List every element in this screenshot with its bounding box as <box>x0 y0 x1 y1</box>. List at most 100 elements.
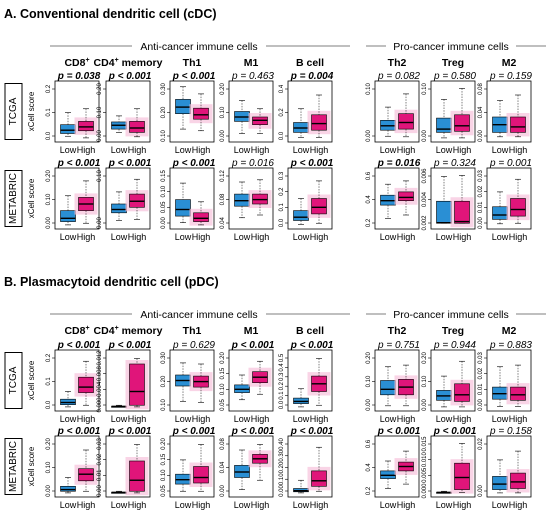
p-value: p = 0.158 <box>489 426 532 437</box>
x-label-high: High <box>77 500 96 510</box>
x-label-low: Low <box>234 414 251 424</box>
panel-frame <box>105 167 151 230</box>
panel-frame <box>105 435 151 498</box>
x-label-high: High <box>509 414 528 424</box>
y-tick-label: 0.03 <box>478 352 484 364</box>
group-label-bg <box>386 305 516 323</box>
y-tick-label: 0.15 <box>161 453 167 465</box>
panel-frame <box>374 435 420 498</box>
x-label-high: High <box>310 500 329 510</box>
cohort-label: METABRIC <box>8 441 19 492</box>
p-value: p = 0.082 <box>377 71 420 82</box>
panel-frame <box>54 167 100 230</box>
x-label-low: Low <box>111 500 128 510</box>
box-high <box>78 121 94 132</box>
y-tick-label: 0.02 <box>97 453 103 465</box>
x-label-high: High <box>192 232 211 242</box>
x-label-high: High <box>77 232 96 242</box>
panel-frame <box>430 167 476 230</box>
x-label-low: Low <box>380 232 397 242</box>
x-label-low: Low <box>436 414 453 424</box>
panel-header: B cell <box>296 325 324 337</box>
panel-frame <box>169 167 215 230</box>
y-tick-label: 0.20 <box>97 83 103 95</box>
x-label-high: High <box>128 500 147 510</box>
panel-frame <box>486 349 532 412</box>
panel-frame <box>228 167 274 230</box>
x-label-high: High <box>453 500 472 510</box>
x-label-low: Low <box>380 145 397 155</box>
y-tick-label: 0.20 <box>279 461 285 473</box>
y-tick-label: 0.2 <box>279 381 285 390</box>
panel-frame <box>54 435 100 498</box>
panel-frame <box>486 80 532 143</box>
panel-header: M1 <box>244 325 259 337</box>
y-tick-label: 0.03 <box>478 170 484 182</box>
group-label-pro: Pro-cancer immune cells <box>393 41 509 53</box>
y-tick-label: 0.5 <box>279 353 285 362</box>
p-value: p = 0.580 <box>433 71 476 82</box>
p-value: p = 0.463 <box>231 71 274 82</box>
panel-frame <box>105 80 151 143</box>
x-label-low: Low <box>380 500 397 510</box>
y-tick-label: 0.10 <box>97 106 103 118</box>
x-label-high: High <box>128 414 147 424</box>
y-tick-label: 0.10 <box>161 399 167 411</box>
y-tick-label: 0.04 <box>478 106 484 118</box>
panel-frame <box>287 80 333 143</box>
y-tick-label: 0.05 <box>220 399 226 411</box>
box-low <box>175 199 191 217</box>
y-tick-label: 0.4 <box>366 463 372 472</box>
y-tick-label: 0.2 <box>366 486 372 495</box>
y-tick-label: 0.20 <box>366 352 372 364</box>
cohort-label-box <box>4 83 23 140</box>
y-tick-label: 0.00 <box>220 130 226 142</box>
y-tick-label: 0.10 <box>161 185 167 197</box>
x-label-low: Low <box>60 500 77 510</box>
x-label-high: High <box>128 232 147 242</box>
p-value: p = 0.016 <box>377 158 421 169</box>
y-tick-label: 0.1 <box>46 108 52 117</box>
panel-frame <box>169 435 215 498</box>
y-tick-label: 0.08 <box>220 438 226 450</box>
y-tick-label: 0.00 <box>220 485 226 497</box>
x-label-high: High <box>397 145 416 155</box>
y-tick-label: 0.002 <box>422 215 428 231</box>
panel-header: Th1 <box>183 57 202 69</box>
p-value: p < 0.001 <box>172 158 216 169</box>
y-tick-label: 0.4 <box>366 195 372 204</box>
panel-frame <box>486 435 532 498</box>
y-tick-label: 0.10 <box>46 193 52 205</box>
p-value: p = 0.324 <box>433 158 476 169</box>
cohort-label: METABRIC <box>8 173 19 224</box>
y-tick-label: 0.05 <box>161 485 167 497</box>
box-high <box>129 363 145 406</box>
y-tick-label: 0.08 <box>478 83 484 95</box>
x-label-low: Low <box>175 414 192 424</box>
y-tick-label: 0.3 <box>279 372 285 381</box>
x-label-low: Low <box>293 145 310 155</box>
x-label-high: High <box>192 414 211 424</box>
y-tick-label: 0.10 <box>161 469 167 481</box>
panel-frame <box>169 80 215 143</box>
panel-header: CD8+ <box>64 57 89 69</box>
p-value: p < 0.001 <box>108 71 152 82</box>
box-high <box>193 466 209 484</box>
y-tick-label: 0.00 <box>366 399 372 411</box>
x-label-low: Low <box>293 500 310 510</box>
y-tick-label: 0.6 <box>366 439 372 448</box>
box-high <box>510 116 526 133</box>
y-tick-label: 0.1 <box>46 377 52 386</box>
x-label-low: Low <box>111 414 128 424</box>
panel-frame <box>430 349 476 412</box>
box-high <box>129 460 145 492</box>
panel-header: Treg <box>442 57 464 69</box>
x-label-low: Low <box>111 145 128 155</box>
y-tick-label: 0.00 <box>97 217 103 229</box>
y-tick-label: 0.000 <box>422 483 428 499</box>
panel-frame <box>374 349 420 412</box>
y-tick-label: 0.30 <box>279 449 285 461</box>
y-tick-label: 0.20 <box>220 352 226 364</box>
p-value: p = 0.629 <box>172 340 215 351</box>
panel-header: B cell <box>296 57 324 69</box>
